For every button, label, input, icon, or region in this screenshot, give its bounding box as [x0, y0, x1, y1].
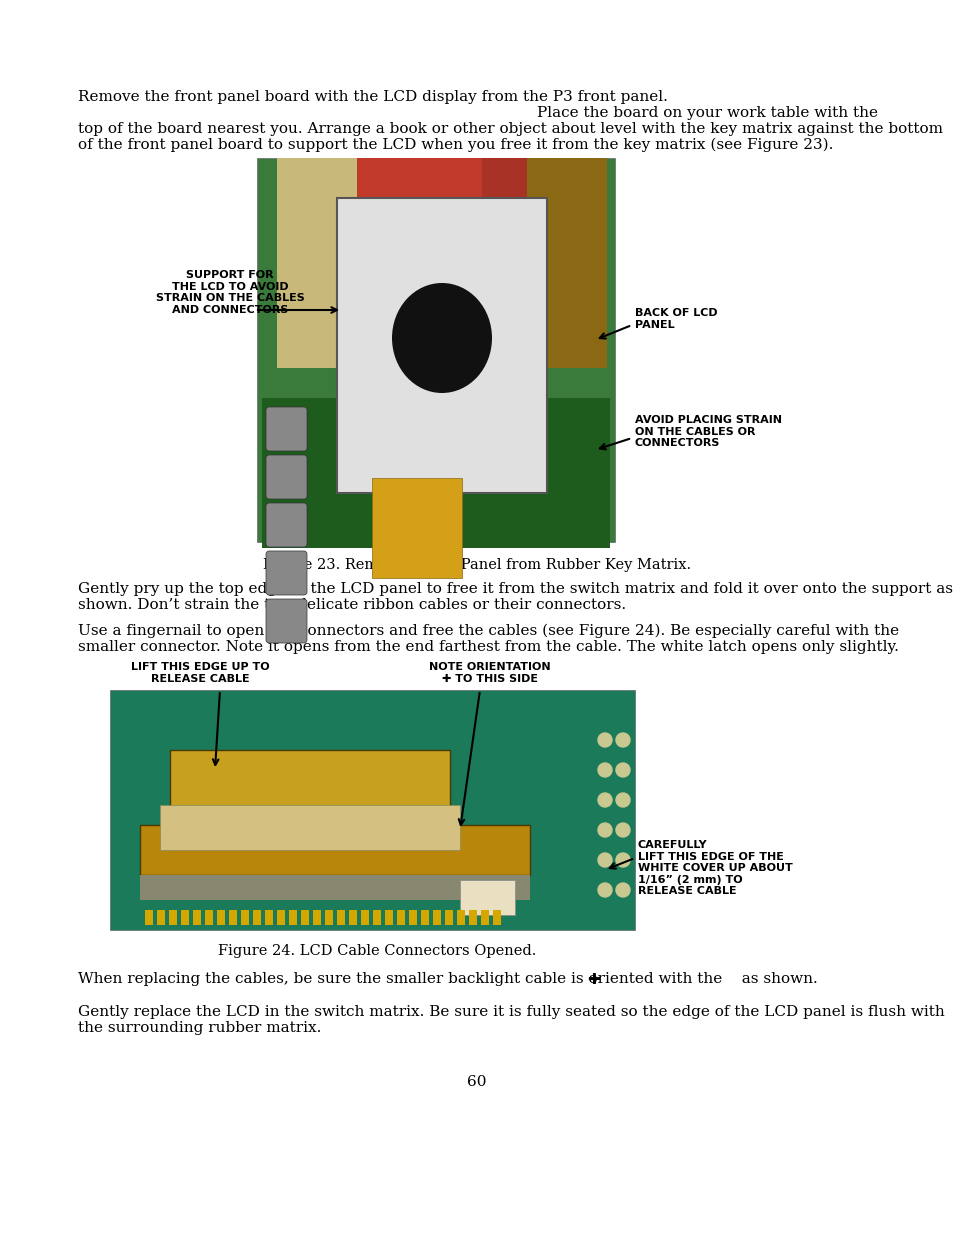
FancyBboxPatch shape: [266, 599, 307, 643]
Text: SUPPORT FOR
THE LCD TO AVOID
STRAIN ON THE CABLES
AND CONNECTORS: SUPPORT FOR THE LCD TO AVOID STRAIN ON T…: [155, 270, 304, 315]
Bar: [469, 910, 476, 925]
Text: Gently pry up the top edge of the LCD panel to free it from the switch matrix an: Gently pry up the top edge of the LCD pa…: [78, 582, 952, 597]
Bar: [256, 158, 615, 542]
Circle shape: [616, 853, 629, 867]
Bar: [409, 910, 416, 925]
Bar: [160, 805, 459, 850]
Bar: [356, 158, 486, 368]
FancyBboxPatch shape: [266, 503, 307, 547]
Bar: [216, 910, 225, 925]
Bar: [169, 910, 177, 925]
Text: AVOID PLACING STRAIN
ON THE CABLES OR
CONNECTORS: AVOID PLACING STRAIN ON THE CABLES OR CO…: [635, 415, 781, 448]
Bar: [289, 910, 296, 925]
FancyBboxPatch shape: [266, 408, 307, 451]
Text: Figure 24. LCD Cable Connectors Opened.: Figure 24. LCD Cable Connectors Opened.: [217, 944, 536, 958]
Circle shape: [616, 734, 629, 747]
FancyBboxPatch shape: [266, 551, 307, 595]
Bar: [526, 158, 606, 368]
Bar: [373, 910, 380, 925]
Text: of the front panel board to support the LCD when you free it from the key matrix: of the front panel board to support the …: [78, 138, 833, 152]
Bar: [385, 910, 393, 925]
Bar: [396, 910, 405, 925]
Bar: [360, 910, 369, 925]
Bar: [456, 910, 464, 925]
Text: ✚: ✚: [586, 972, 599, 987]
Text: Gently replace the LCD in the switch matrix. Be sure it is fully seated so the e: Gently replace the LCD in the switch mat…: [78, 1005, 943, 1019]
Bar: [372, 478, 461, 578]
Bar: [325, 910, 333, 925]
Text: smaller connector. Note it opens from the end farthest from the cable. The white: smaller connector. Note it opens from th…: [78, 640, 898, 655]
Bar: [336, 198, 546, 493]
Bar: [493, 910, 500, 925]
Bar: [157, 910, 165, 925]
Bar: [276, 158, 367, 368]
Bar: [420, 910, 429, 925]
Bar: [253, 910, 261, 925]
Circle shape: [598, 734, 612, 747]
Text: Remove the front panel board with the LCD display from the P3 front panel.: Remove the front panel board with the LC…: [78, 90, 667, 104]
Bar: [481, 158, 532, 368]
Text: top of the board nearest you. Arrange a book or other object about level with th: top of the board nearest you. Arrange a …: [78, 122, 942, 136]
Text: shown. Don’t strain the two delicate ribbon cables or their connectors.: shown. Don’t strain the two delicate rib…: [78, 598, 625, 613]
Bar: [349, 910, 356, 925]
Bar: [140, 825, 530, 876]
Text: Use a fingernail to open the connectors and free the cables (see Figure 24). Be : Use a fingernail to open the connectors …: [78, 624, 898, 638]
Text: 60: 60: [467, 1074, 486, 1089]
Text: When replacing the cables, be sure the smaller backlight cable is oriented with : When replacing the cables, be sure the s…: [78, 972, 817, 986]
Circle shape: [616, 883, 629, 897]
Text: BACK OF LCD
PANEL: BACK OF LCD PANEL: [635, 308, 717, 330]
Bar: [140, 876, 530, 900]
Circle shape: [616, 823, 629, 837]
Text: Place the board on your work table with the: Place the board on your work table with …: [537, 106, 877, 120]
Bar: [444, 910, 453, 925]
Bar: [181, 910, 189, 925]
Text: NOTE ORIENTATION
✚ TO THIS SIDE: NOTE ORIENTATION ✚ TO THIS SIDE: [429, 662, 550, 684]
Text: the surrounding rubber matrix.: the surrounding rubber matrix.: [78, 1021, 321, 1035]
Bar: [459, 881, 515, 915]
Bar: [170, 750, 450, 810]
Bar: [110, 690, 635, 930]
Circle shape: [598, 793, 612, 806]
Circle shape: [616, 793, 629, 806]
Bar: [229, 910, 236, 925]
FancyBboxPatch shape: [266, 454, 307, 499]
Circle shape: [598, 853, 612, 867]
Bar: [480, 910, 489, 925]
Bar: [193, 910, 201, 925]
Bar: [241, 910, 249, 925]
Bar: [205, 910, 213, 925]
Text: LIFT THIS EDGE UP TO
RELEASE CABLE: LIFT THIS EDGE UP TO RELEASE CABLE: [131, 662, 269, 684]
Circle shape: [598, 823, 612, 837]
Text: Figure 23. Removing LCD Panel from Rubber Key Matrix.: Figure 23. Removing LCD Panel from Rubbe…: [263, 558, 690, 572]
Circle shape: [598, 763, 612, 777]
Circle shape: [598, 883, 612, 897]
Bar: [313, 910, 320, 925]
Ellipse shape: [392, 283, 492, 393]
Bar: [276, 910, 285, 925]
Bar: [336, 910, 345, 925]
Bar: [262, 398, 609, 548]
Bar: [301, 910, 309, 925]
Bar: [265, 910, 273, 925]
Circle shape: [616, 763, 629, 777]
Bar: [433, 910, 440, 925]
Text: CAREFULLY
LIFT THIS EDGE OF THE
WHITE COVER UP ABOUT
1/16” (2 mm) TO
RELEASE CAB: CAREFULLY LIFT THIS EDGE OF THE WHITE CO…: [638, 840, 792, 897]
Bar: [145, 910, 152, 925]
